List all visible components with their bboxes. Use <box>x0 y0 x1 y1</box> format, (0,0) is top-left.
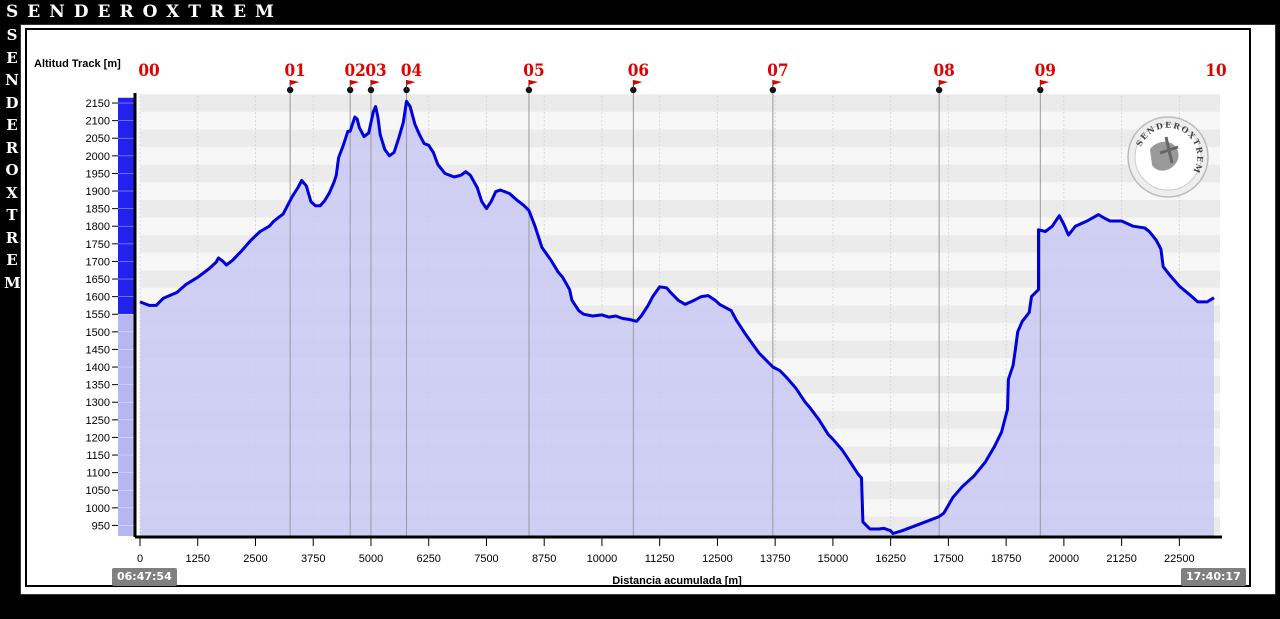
x-tick-label: 5000 <box>359 553 383 565</box>
end-time-badge: 17:40:17 <box>1181 568 1246 586</box>
waypoint-flag-icon <box>370 80 380 85</box>
x-tick-label: 20000 <box>1049 553 1080 565</box>
brand-title: SENDEROXTREM <box>6 2 283 22</box>
x-tick-label: 15000 <box>818 553 849 565</box>
y-tick-label: 1150 <box>86 450 110 462</box>
waypoint-flags: 00 01 02 03 04 05 06 07 08 09 10 <box>138 61 1227 94</box>
y-tick-label: 1850 <box>86 204 110 216</box>
brand-letter: R <box>5 228 19 247</box>
waypoint-label: 09 <box>1035 61 1056 81</box>
grid-band <box>140 129 1220 148</box>
y-tick-label: 1500 <box>86 327 110 339</box>
y-tick-label: 1050 <box>86 485 110 497</box>
brand-letter: S <box>6 26 18 44</box>
y-tick-label: 1100 <box>86 468 110 480</box>
y-tick-label: 1450 <box>86 344 110 356</box>
x-tick-label: 16250 <box>875 553 906 565</box>
brand-letter: E <box>6 251 18 269</box>
y-tick-label: 1900 <box>86 186 110 198</box>
y-tick-label: 2150 <box>86 98 110 110</box>
chart-frame <box>25 28 1251 587</box>
waypoint-label: 00 <box>138 61 159 81</box>
y-tick-label: 2000 <box>86 151 110 163</box>
brand-letter: T <box>6 206 18 224</box>
grid-band <box>140 111 1220 130</box>
y-tick-label: 1000 <box>86 503 110 515</box>
y-tick-label: 1800 <box>86 221 110 233</box>
brand-letter: M <box>4 273 21 292</box>
y-axis-title: Altitud Track [m] <box>34 58 121 70</box>
x-tick-label: 11250 <box>645 553 675 565</box>
waypoint-label: 01 <box>284 61 305 81</box>
y-tick-label: 1250 <box>86 415 110 427</box>
waypoint-label: 06 <box>628 61 649 81</box>
waypoint-label: 08 <box>933 61 954 81</box>
x-tick-label: 6250 <box>416 553 440 565</box>
y-tick-label: 1300 <box>86 397 110 409</box>
waypoint-flag-icon <box>939 80 949 85</box>
grid-band <box>140 94 1220 112</box>
x-tick-label: 13750 <box>760 553 791 565</box>
waypoint-flag-icon <box>290 80 300 85</box>
grid-band <box>140 147 1220 165</box>
waypoint-flag-icon <box>406 80 416 85</box>
x-tick-label: 2500 <box>243 553 267 565</box>
x-tick-label: 10000 <box>587 553 618 565</box>
altitude-bar-light <box>118 314 134 536</box>
brand-letter: X <box>6 183 18 202</box>
brand-letter: N <box>5 71 19 89</box>
waypoint-lines <box>289 90 1041 536</box>
x-tick-label: 1250 <box>185 553 209 565</box>
waypoint-label: 04 <box>401 61 423 81</box>
brand-letter: D <box>5 93 19 112</box>
waypoint-flag-icon <box>633 80 643 85</box>
senderoxtrem-logo: SENDEROXTREM <box>1127 116 1209 198</box>
y-tick-label: 1550 <box>86 309 110 321</box>
brand-letter: R <box>5 138 19 157</box>
waypoint-flag-icon <box>350 80 360 85</box>
y-tick-label: 1700 <box>86 256 110 268</box>
x-tick-label: 0 <box>137 553 143 565</box>
altitude-bar-dark <box>118 97 134 315</box>
y-axis-ticks: 950 1000 1050 1100 1150 1200 1250 1300 1350 1400 1… <box>86 98 118 532</box>
x-axis-title: Distancia acumulada [m] <box>612 575 742 587</box>
waypoint-label: 10 <box>1205 61 1226 81</box>
x-tick-label: 21250 <box>1106 553 1137 565</box>
waypoint-flag-icon <box>1040 80 1050 85</box>
x-tick-label: 18750 <box>991 553 1022 565</box>
y-tick-label: 2100 <box>86 116 110 128</box>
start-time-badge: 06:47:54 <box>112 568 177 586</box>
x-axis-ticks: 0 1250 2500 3750 5000 6250 7500 8750 10000 11250 1… <box>137 538 1195 565</box>
axes <box>133 93 1222 539</box>
waypoint-label: 05 <box>523 61 544 81</box>
waypoint-flag-icon <box>772 80 782 85</box>
y-tick-label: 1350 <box>86 380 110 392</box>
y-tick-label: 1200 <box>86 432 110 444</box>
elevation-area-fill <box>140 101 1214 537</box>
y-tick-label: 1750 <box>86 239 110 251</box>
y-tick-label: 1400 <box>86 362 110 374</box>
x-tick-label: 7500 <box>474 553 498 565</box>
elevation-line <box>139 99 1215 535</box>
x-tick-label: 3750 <box>301 553 325 565</box>
y-tick-label: 1650 <box>86 274 110 286</box>
x-tick-label: 17500 <box>933 553 964 565</box>
brand-letter: O <box>5 161 19 179</box>
x-tick-label: 8750 <box>532 553 556 565</box>
waypoint-flag-icon <box>528 80 538 85</box>
y-tick-label: 1950 <box>86 168 110 180</box>
y-tick-label: 950 <box>92 520 110 532</box>
x-tick-label: 22500 <box>1164 553 1195 565</box>
brand-letter: E <box>6 48 18 67</box>
waypoint-label: 02 <box>345 61 366 81</box>
y-tick-label: 1600 <box>86 292 110 304</box>
waypoint-label: 03 <box>365 61 386 81</box>
brand-letter: E <box>6 116 18 134</box>
x-tick-label: 12500 <box>702 553 733 565</box>
waypoint-label: 07 <box>767 61 788 81</box>
y-tick-label: 2050 <box>86 133 110 145</box>
altitude-scale-bar <box>118 97 134 536</box>
